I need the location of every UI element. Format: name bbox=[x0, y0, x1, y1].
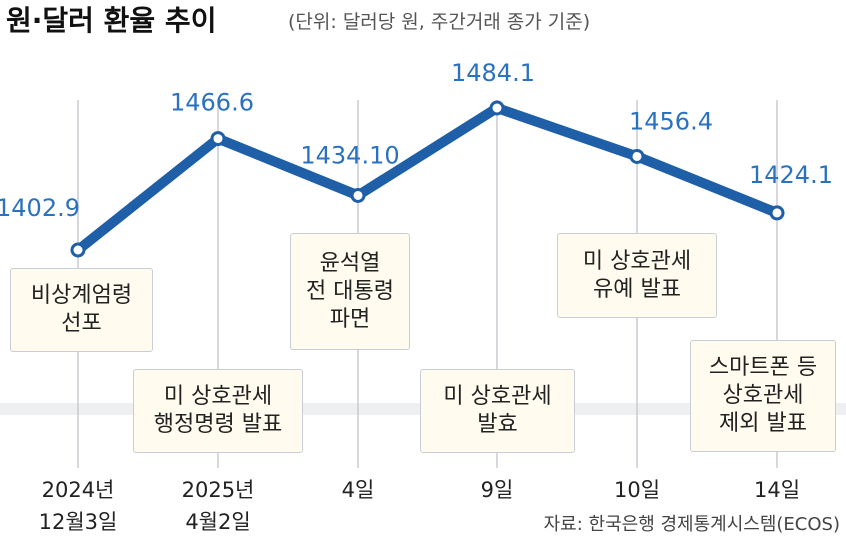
point bbox=[350, 187, 366, 203]
value-label: 1484.1 bbox=[451, 59, 535, 87]
annotation: 비상계엄령 선포 bbox=[10, 268, 153, 352]
x-tick-label: 14일 bbox=[753, 478, 801, 502]
x-tick-label: 2024년 12월3일 bbox=[38, 478, 118, 534]
annotation: 윤석열 전 대통령 파면 bbox=[290, 233, 410, 350]
annotation: 미 상호관세 발효 bbox=[420, 369, 575, 453]
point bbox=[70, 242, 86, 258]
value-label: 1424.1 bbox=[749, 161, 833, 189]
value-label: 1456.4 bbox=[629, 107, 713, 135]
line bbox=[73, 103, 782, 255]
annotation: 스마트폰 등 상호관세 제외 발표 bbox=[690, 340, 836, 452]
chart-title: 원·달러 환율 추이 bbox=[6, 4, 216, 37]
source: 자료: 한국은행 경제통계시스템(ECOS) bbox=[544, 514, 840, 535]
x-tick-label: 10일 bbox=[613, 478, 661, 502]
value-label: 1402.9 bbox=[0, 194, 80, 222]
point bbox=[629, 148, 645, 164]
annotation: 미 상호관세 행정명령 발표 bbox=[133, 369, 303, 453]
chart-subtitle: (단위: 달러당 원, 주간거래 종가 기준) bbox=[288, 11, 590, 33]
point bbox=[210, 131, 226, 147]
point bbox=[489, 100, 505, 116]
x-tick-label: 4일 bbox=[341, 478, 375, 502]
annotation: 미 상호관세 유예 발표 bbox=[557, 233, 717, 318]
x-tick-label: 9일 bbox=[480, 478, 514, 502]
point bbox=[769, 205, 785, 221]
value-label: 1466.6 bbox=[170, 89, 254, 117]
value-label: 1434.10 bbox=[300, 141, 399, 169]
x-tick-label: 2025년 4월2일 bbox=[181, 478, 255, 534]
